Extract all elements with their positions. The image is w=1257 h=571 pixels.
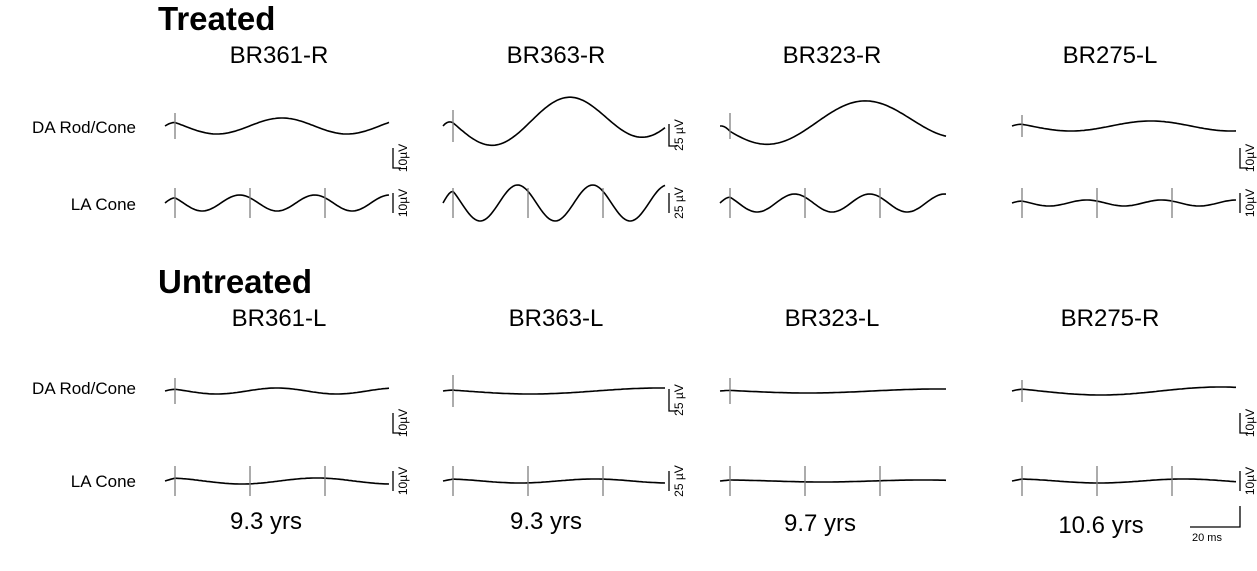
erg-trace (720, 100, 947, 146)
age-label-1: 9.3 yrs (229, 508, 303, 535)
erg-trace (442, 184, 666, 222)
amplitude-scale-label: 25 µV (672, 384, 686, 416)
amplitude-scale-label: 10µV (1243, 144, 1257, 172)
age-label-2: 9.3 yrs (509, 508, 583, 535)
eye-label-treated-2: BR363-R (506, 42, 606, 69)
amplitude-scale-bar (1239, 413, 1248, 434)
age-label-3: 9.7 yrs (783, 510, 857, 537)
erg-trace (442, 96, 666, 147)
trace-layer: 10µV 25 µV 10µV 10µV 25 µV 10µV 10µV 25 µV 10µV 1… (164, 96, 1257, 497)
erg-trace (719, 479, 947, 483)
amplitude-scale-label: 10µV (396, 467, 410, 495)
erg-trace (164, 387, 390, 395)
amplitude-scale-bar (668, 124, 677, 147)
erg-trace (1011, 199, 1237, 207)
amplitude-scale-label: 10µV (1243, 467, 1257, 495)
amplitude-scale-label: 10µV (1243, 189, 1257, 217)
erg-trace (442, 478, 666, 484)
eye-label-untreated-2: BR363-L (508, 305, 604, 332)
amplitude-scale-bar (1239, 148, 1248, 169)
time-scale-label: 20 ms (1192, 532, 1222, 544)
erg-trace (1011, 120, 1237, 132)
eye-label-treated-4: BR275-L (1062, 42, 1158, 69)
amplitude-scale-label: 10µV (396, 409, 410, 437)
erg-trace (164, 477, 390, 485)
erg-trace (1011, 478, 1237, 484)
row-label-treated-la: LA Cone (70, 195, 136, 214)
row-label-untreated-da: DA Rod/Cone (32, 379, 136, 398)
eye-label-untreated-1: BR361-L (231, 305, 327, 332)
row-label-untreated-la: LA Cone (70, 472, 136, 491)
untreated-heading: Untreated (158, 263, 313, 300)
amplitude-scale-label: 25 µV (672, 187, 686, 219)
amplitude-scale-label: 25 µV (672, 465, 686, 497)
amplitude-scale-label: 25 µV (672, 119, 686, 151)
erg-trace (719, 388, 946, 394)
erg-trace (442, 387, 665, 395)
eye-label-untreated-3: BR323-L (784, 305, 880, 332)
amplitude-scale-bar (392, 413, 401, 434)
row-label-treated-da: DA Rod/Cone (32, 118, 136, 137)
amplitude-scale-label: 10µV (396, 189, 410, 217)
amplitude-scale-bar (392, 148, 401, 169)
amplitude-scale-bar (668, 389, 677, 412)
time-scale-bar: 20 ms (1190, 506, 1241, 544)
erg-trace (164, 194, 390, 212)
erg-trace (164, 117, 390, 135)
amplitude-scale-label: 10µV (396, 144, 410, 172)
treated-heading: Treated (158, 0, 276, 37)
amplitude-scale-label: 10µV (1243, 409, 1257, 437)
erg-trace (1011, 386, 1236, 396)
age-label-4: 10.6 yrs (1058, 512, 1144, 539)
eye-label-treated-3: BR323-R (782, 42, 882, 69)
erg-trace (719, 193, 947, 213)
eye-label-treated-1: BR361-R (229, 42, 329, 69)
eye-label-untreated-4: BR275-R (1060, 305, 1160, 332)
